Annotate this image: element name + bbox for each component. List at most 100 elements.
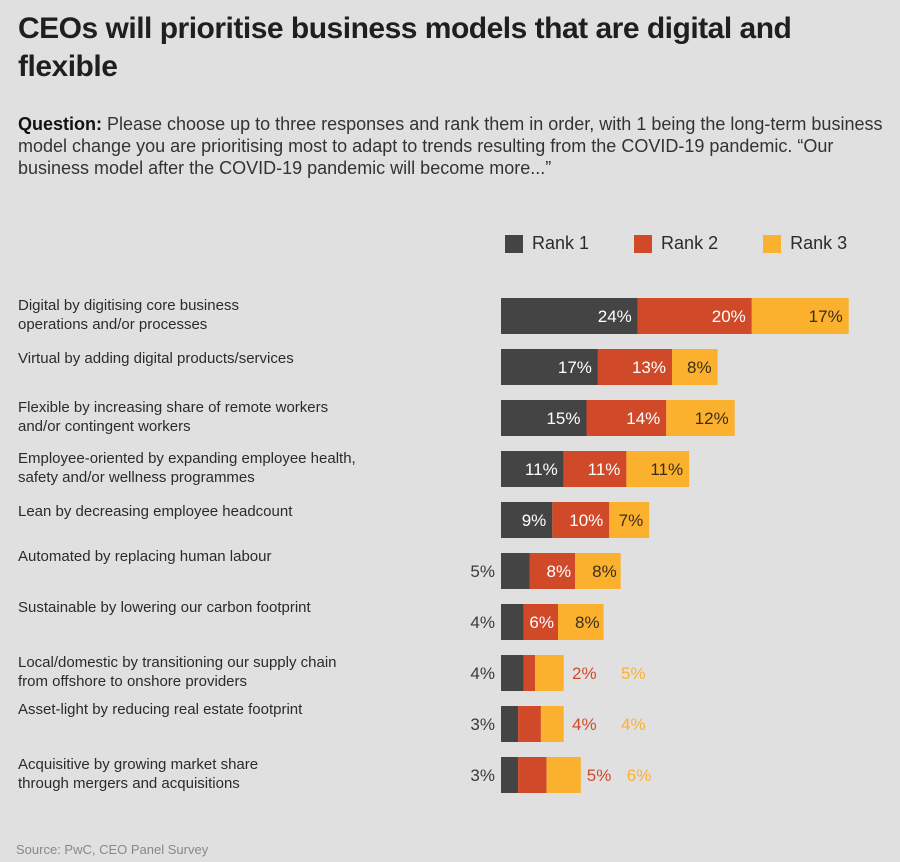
bar-segment-rank-3 xyxy=(609,502,650,538)
data-label-rank-2: 14% xyxy=(626,409,660,428)
data-label-rank-1: 11% xyxy=(525,460,558,479)
bar-segment-rank-3 xyxy=(626,451,690,487)
bar-segment-rank-2 xyxy=(586,400,667,436)
category-label-line: Digital by digitising core business xyxy=(18,297,239,314)
data-label-rank-2: 6% xyxy=(529,613,554,632)
bar-segment-rank-2 xyxy=(563,451,627,487)
data-label-rank-1: 3% xyxy=(470,766,495,785)
data-label-rank-1: 3% xyxy=(470,715,495,734)
bar-segment-rank-2 xyxy=(597,349,672,385)
bar-segment-rank-3 xyxy=(751,298,849,334)
data-label-rank-2: 10% xyxy=(569,511,603,530)
legend-label-rank-2: Rank 2 xyxy=(661,233,719,253)
bar-segment-rank-2 xyxy=(552,502,610,538)
bar-segment-rank-1 xyxy=(501,502,553,538)
data-label-rank-1: 5% xyxy=(470,562,495,581)
bar-segment-rank-1 xyxy=(501,553,530,589)
data-label-rank-3: 4% xyxy=(621,715,646,734)
bar-segment-rank-1 xyxy=(501,706,519,742)
bar-segment-rank-2 xyxy=(523,655,536,691)
data-label-rank-2: 4% xyxy=(572,715,597,734)
category-label-line: through mergers and acquisitions xyxy=(18,775,240,792)
legend: Rank 1 Rank 2 Rank 3 xyxy=(505,233,892,254)
data-label-rank-1: 4% xyxy=(470,664,495,683)
category-label-line: Asset-light by reducing real estate foot… xyxy=(18,701,303,718)
bar-segment-rank-2 xyxy=(523,604,558,640)
legend-item-rank-1: Rank 1 xyxy=(505,233,589,254)
legend-swatch-rank-2 xyxy=(634,234,653,253)
bar-segment-rank-1 xyxy=(501,400,587,436)
category-label: Employee-oriented by expanding employee … xyxy=(18,449,438,487)
data-label-rank-3: 12% xyxy=(695,409,729,428)
bar-segment-rank-3 xyxy=(666,400,735,436)
bar-segment-rank-3 xyxy=(535,655,564,691)
bar-segment-rank-2 xyxy=(518,706,541,742)
data-label-rank-3: 8% xyxy=(575,613,600,632)
question-label: Question: xyxy=(18,114,102,134)
bar-segment-rank-3 xyxy=(540,706,564,742)
data-label-rank-3: 8% xyxy=(687,358,712,377)
category-label: Digital by digitising core business opera… xyxy=(18,296,438,334)
bar-segment-rank-2 xyxy=(518,757,547,793)
data-label-rank-1: 9% xyxy=(522,511,547,530)
legend-label-rank-1: Rank 1 xyxy=(532,233,590,253)
data-label-rank-2: 5% xyxy=(587,766,612,785)
data-label-rank-1: 15% xyxy=(546,409,580,428)
category-label: Automated by replacing human labour xyxy=(18,547,438,566)
category-label-line: Acquisitive by growing market share xyxy=(18,756,259,773)
data-label-rank-3: 11% xyxy=(650,460,683,479)
data-label-rank-1: 17% xyxy=(558,358,592,377)
data-label-rank-3: 8% xyxy=(592,562,617,581)
data-label-rank-3: 7% xyxy=(619,511,644,530)
category-label-line: Lean by decreasing employee headcount xyxy=(18,503,293,520)
legend-item-rank-3: Rank 3 xyxy=(763,233,847,254)
bar-segment-rank-2 xyxy=(637,298,752,334)
category-label-line: Flexible by increasing share of remote w… xyxy=(18,399,329,416)
category-label-line: Local/domestic by transitioning our supp… xyxy=(18,654,337,671)
data-label-rank-3: 17% xyxy=(809,307,843,326)
bar-segment-rank-1 xyxy=(501,349,598,385)
category-label: Acquisitive by growing market share throu… xyxy=(18,755,438,793)
bar-segment-rank-1 xyxy=(501,757,519,793)
bar-segment-rank-3 xyxy=(672,349,718,385)
category-label: Lean by decreasing employee headcount xyxy=(18,502,438,521)
category-label: Local/domestic by transitioning our supp… xyxy=(18,653,438,691)
category-label-line: and/or contingent workers xyxy=(18,418,191,435)
category-label-line: Employee-oriented by expanding employee … xyxy=(18,450,356,467)
data-label-rank-1: 4% xyxy=(470,613,495,632)
bar-segment-rank-3 xyxy=(546,757,581,793)
data-label-rank-2: 11% xyxy=(588,460,621,479)
question-text: Question: Please choose up to three resp… xyxy=(18,113,898,179)
bar-segment-rank-1 xyxy=(501,298,638,334)
category-label: Asset-light by reducing real estate foot… xyxy=(18,700,438,719)
data-label-rank-2: 8% xyxy=(547,562,572,581)
category-label-line: Automated by replacing human labour xyxy=(18,548,272,565)
category-label-line: operations and/or processes xyxy=(18,316,208,333)
category-label-line: Sustainable by lowering our carbon footp… xyxy=(18,599,311,616)
category-label: Sustainable by lowering our carbon footp… xyxy=(18,598,438,617)
legend-item-rank-2: Rank 2 xyxy=(634,233,718,254)
legend-swatch-rank-3 xyxy=(763,234,782,253)
legend-swatch-rank-1 xyxy=(505,234,523,253)
source-note: Source: PwC, CEO Panel Survey xyxy=(16,842,209,857)
bar-segment-rank-2 xyxy=(529,553,576,589)
question-body: Please choose up to three responses and … xyxy=(18,114,883,178)
bar-segment-rank-1 xyxy=(501,451,564,487)
category-label: Flexible by increasing share of remote w… xyxy=(18,398,438,436)
chart-title: CEOs will prioritise business models tha… xyxy=(18,12,792,83)
bar-segment-rank-3 xyxy=(558,604,604,640)
data-label-rank-2: 13% xyxy=(632,358,666,377)
data-label-rank-2: 2% xyxy=(572,664,597,683)
category-label-line: from offshore to onshore providers xyxy=(18,673,248,690)
bar-segment-rank-1 xyxy=(501,604,524,640)
legend-label-rank-3: Rank 3 xyxy=(790,233,848,253)
category-label: Virtual by adding digital products/servi… xyxy=(18,349,438,368)
data-label-rank-2: 20% xyxy=(712,307,746,326)
category-label-line: safety and/or wellness programmes xyxy=(18,469,255,486)
data-label-rank-3: 5% xyxy=(621,664,646,683)
data-label-rank-1: 24% xyxy=(598,307,632,326)
data-label-rank-3: 6% xyxy=(627,766,652,785)
bar-segment-rank-1 xyxy=(501,655,524,691)
category-label-line: Virtual by adding digital products/servi… xyxy=(18,350,294,367)
